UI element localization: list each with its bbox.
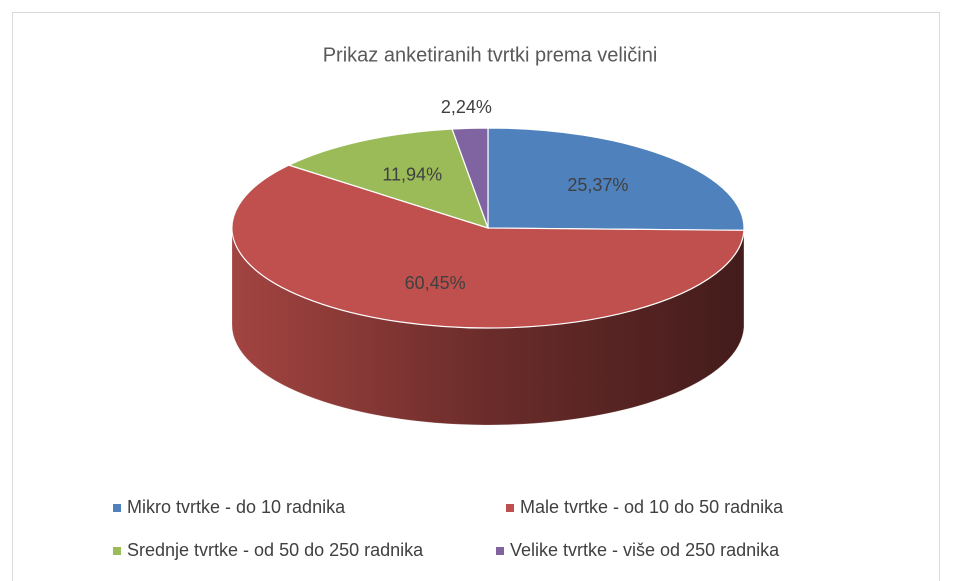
pie-slice [451,127,489,229]
data-label: 11,94% [382,165,442,185]
chart-title: Prikaz anketiranih tvrtki prema veličini [323,44,658,66]
legend-label: Male tvrtke - od 10 do 50 radnika [520,497,784,517]
pie-slice [287,128,489,229]
legend-label: Velike tvrtke - više od 250 radnika [510,540,780,560]
pie-slice [231,164,745,329]
legend-label: Mikro tvrtke - do 10 radnika [127,497,346,517]
data-label: 2,24% [441,97,492,117]
legend-label: Srednje tvrtke - od 50 do 250 radnika [127,540,424,560]
pie-tops [231,127,745,329]
data-label: 60,45% [405,273,466,293]
legend-marker [113,504,121,512]
data-label: 25,37% [567,175,628,195]
legend-marker [506,504,514,512]
legend-marker [496,547,504,555]
pie-slice [487,127,745,231]
data-labels: 25,37% 60,45% 11,94% 2,24% [382,97,628,293]
legend-marker [113,547,121,555]
